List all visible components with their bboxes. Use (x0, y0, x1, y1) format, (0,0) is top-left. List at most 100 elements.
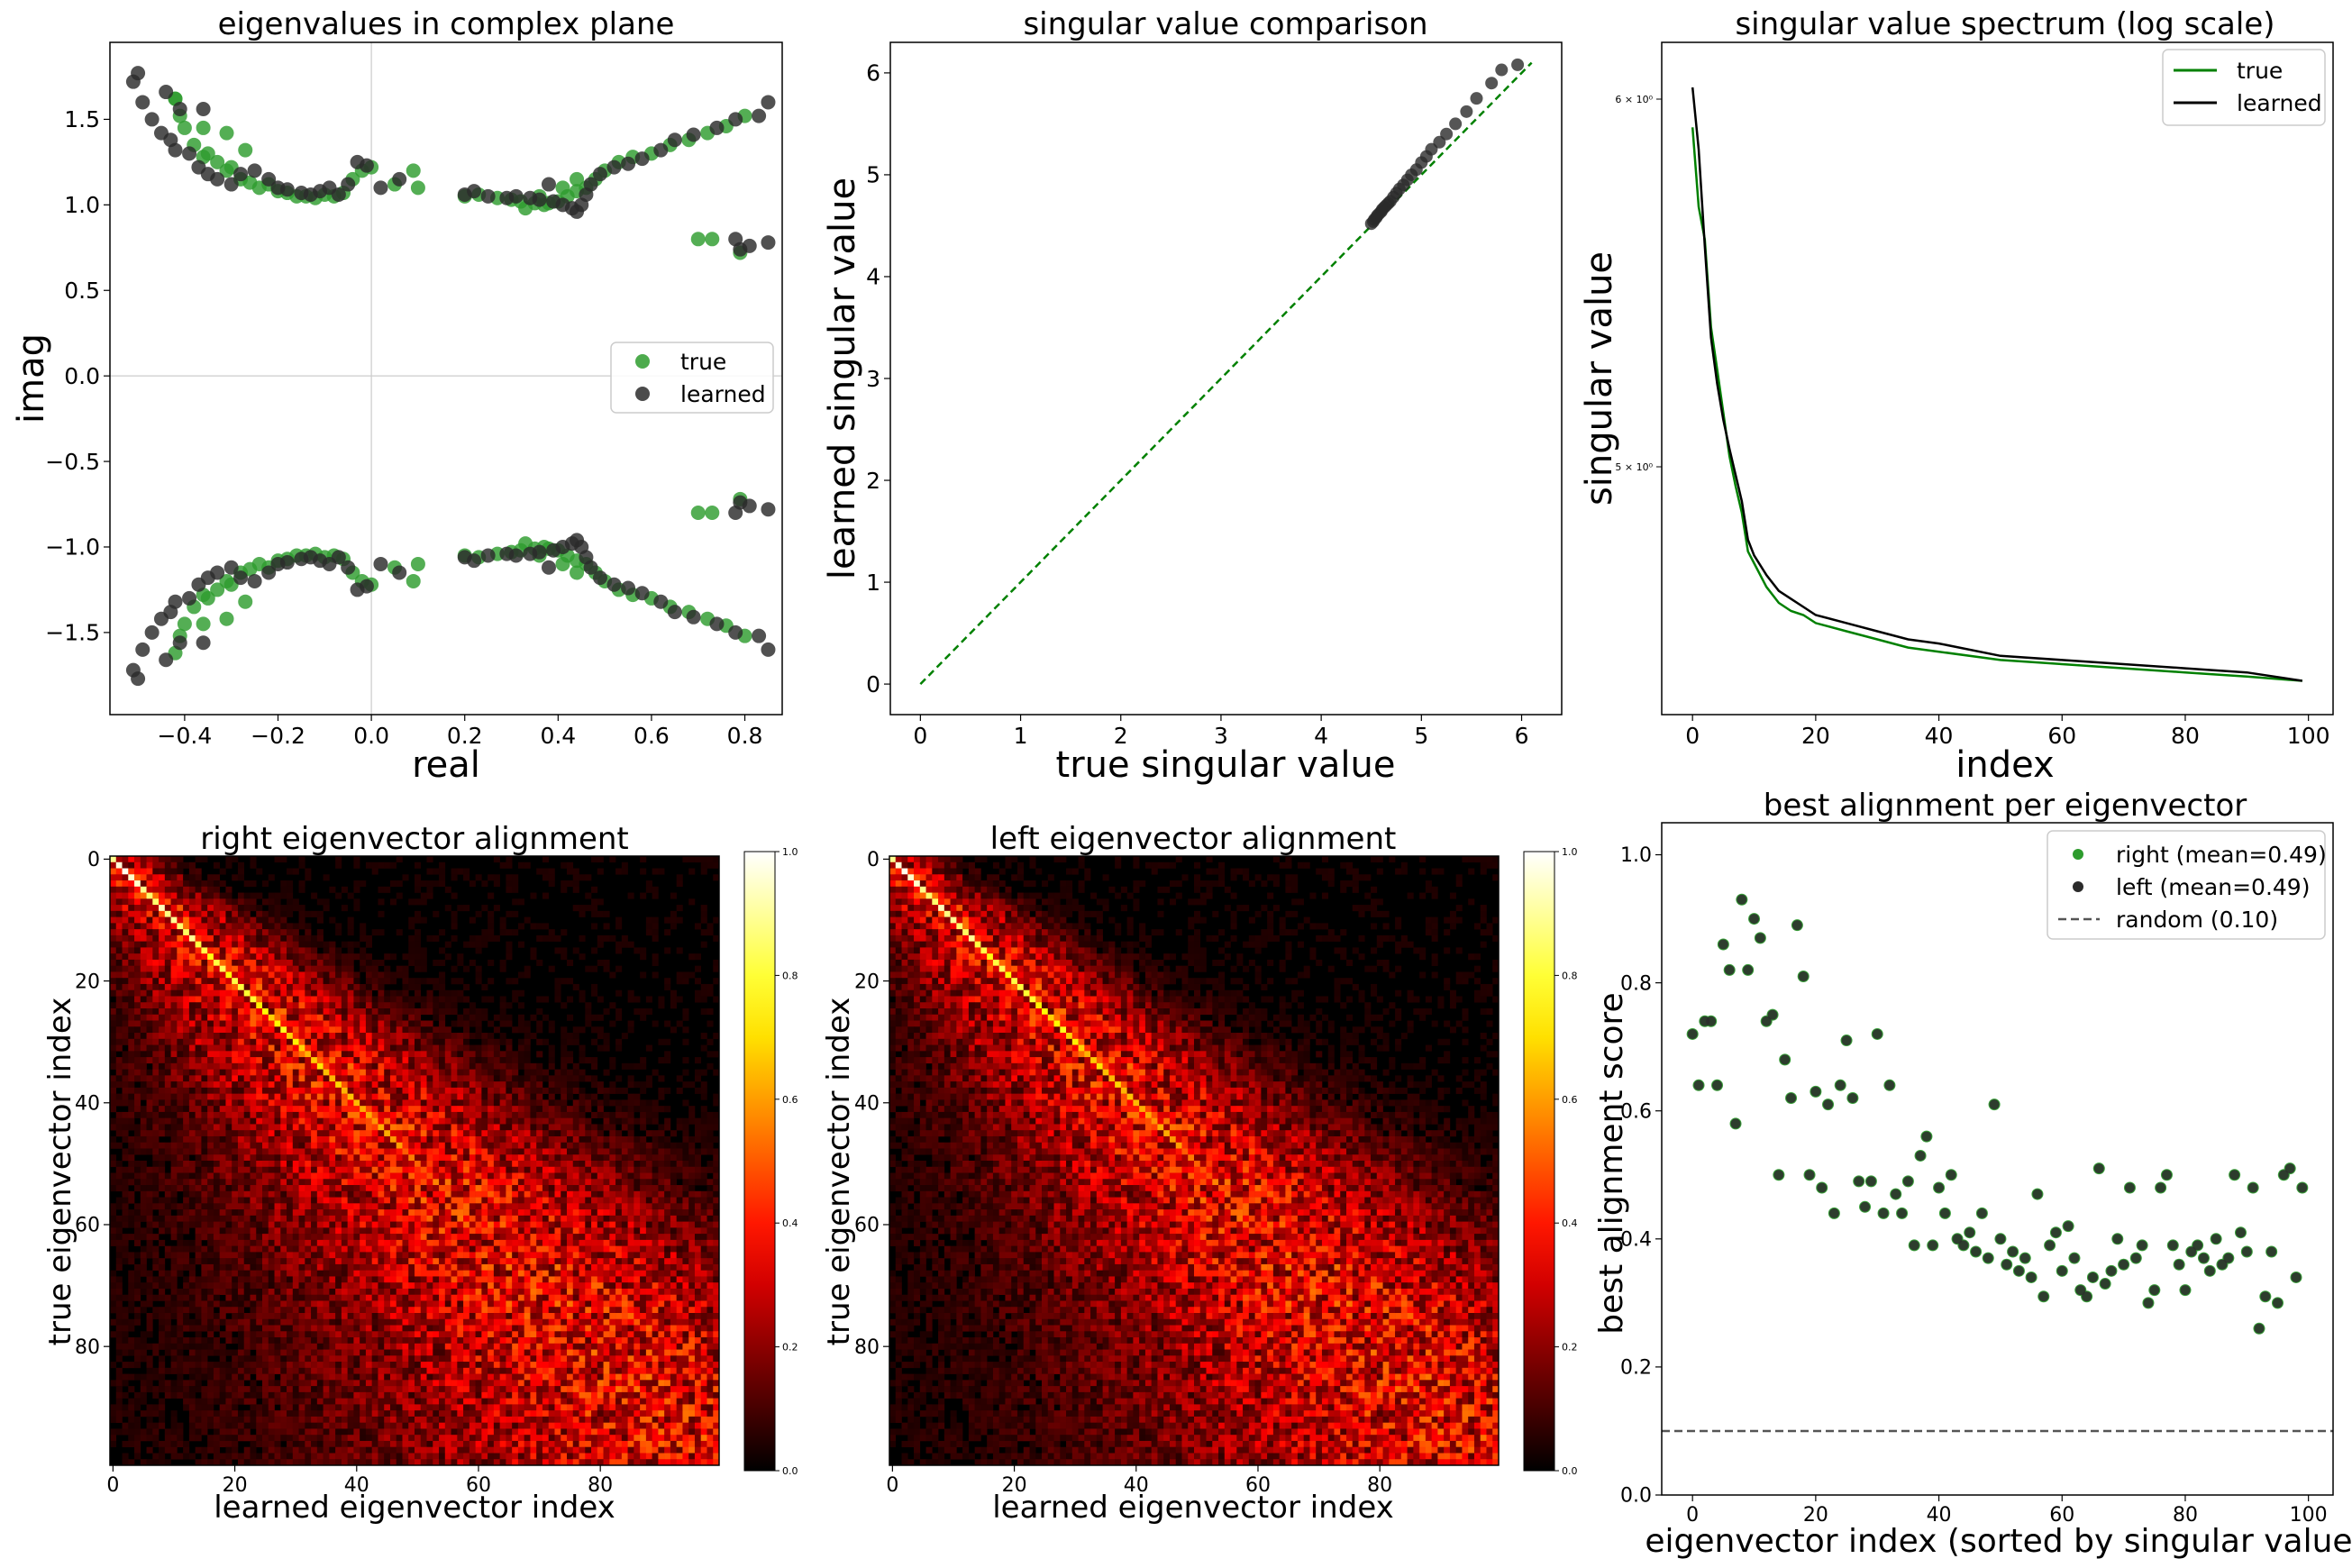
rh-cell (524, 1190, 531, 1198)
rh-cell (225, 1087, 232, 1094)
rh-cell (554, 1081, 561, 1089)
rh-cell (389, 1038, 397, 1045)
rh-cell (195, 1038, 202, 1045)
rh-cell (415, 910, 422, 917)
rh-cell (323, 1124, 330, 1131)
rh-cell (621, 861, 628, 869)
rh-cell (415, 1215, 422, 1222)
rh-cell (268, 874, 275, 881)
rh-cell (384, 1002, 391, 1009)
rh-cell (402, 1099, 409, 1107)
rh-cell (201, 1002, 208, 1009)
rh-cell (183, 1215, 190, 1222)
rh-cell (225, 1227, 232, 1235)
rh-cell (177, 1069, 184, 1076)
rh-cell (572, 1069, 579, 1076)
rh-cell (110, 1124, 117, 1131)
rh-cell (426, 892, 433, 899)
rh-cell (170, 1038, 178, 1045)
eig-point-learned (182, 590, 197, 606)
svc-ylabel: learned singular value (822, 178, 863, 579)
rh-cell (146, 965, 153, 972)
rh-cell (517, 1221, 524, 1228)
rh-cell (115, 1002, 123, 1009)
rh-cell (475, 965, 482, 972)
rh-cell (615, 1130, 623, 1137)
rh-cell (146, 1166, 153, 1173)
rh-cell (506, 1190, 513, 1198)
rh-cell (305, 1111, 312, 1118)
rh-cell (658, 996, 665, 1003)
rh-cell (152, 1002, 160, 1009)
rh-cell (488, 1099, 495, 1107)
rh-cell (170, 1221, 178, 1228)
rh-cell (213, 1161, 220, 1168)
rh-cell (567, 1014, 574, 1021)
rh-cell (335, 1172, 342, 1180)
rh-cell (134, 910, 141, 917)
eig-legend-true-marker (635, 354, 650, 369)
rh-cell (287, 1203, 294, 1210)
rh-cell (329, 971, 336, 979)
rh-cell (365, 953, 372, 961)
rh-cell (439, 1020, 446, 1027)
rh-cell (122, 1026, 129, 1034)
rh-cell (658, 1166, 665, 1173)
rh-cell (481, 1209, 488, 1217)
rh-cell (688, 1185, 696, 1192)
rh-cell (159, 965, 166, 972)
rh-cell (243, 1062, 251, 1070)
rh-cell (415, 861, 422, 869)
rh-cell (353, 1166, 360, 1173)
rh-cell (634, 1166, 641, 1173)
rh-cell (433, 1215, 440, 1222)
rh-cell (164, 1057, 171, 1064)
rh-cell (707, 1161, 714, 1168)
rh-cell (371, 978, 378, 985)
rh-cell (609, 1111, 616, 1118)
rh-cell (225, 1117, 232, 1125)
rh-cell (567, 1111, 574, 1118)
rh-cell (237, 1179, 245, 1186)
rh-cell (347, 916, 354, 924)
rh-cell (122, 965, 129, 972)
rh-cell (146, 1087, 153, 1094)
rh-cell (323, 1130, 330, 1137)
rh-cell (499, 1008, 506, 1016)
rh-cell (201, 1142, 208, 1149)
rh-cell (360, 1172, 367, 1180)
rh-cell (499, 1002, 506, 1009)
rh-cell (195, 1221, 202, 1228)
rh-cell (506, 929, 513, 936)
rh-cell (225, 947, 232, 954)
rh-cell (329, 983, 336, 991)
rh-cell (688, 1203, 696, 1210)
rh-cell (481, 1227, 488, 1235)
rh-cell (658, 1197, 665, 1204)
rh-cell (213, 1014, 220, 1021)
rh-cell (341, 1020, 348, 1027)
rh-cell (408, 1106, 415, 1113)
rh-cell (426, 1166, 433, 1173)
rh-cell (232, 1093, 239, 1100)
rh-cell (488, 1148, 495, 1155)
rh-cell (268, 1227, 275, 1235)
rh-cell (213, 1111, 220, 1118)
rh-cell (664, 1057, 671, 1064)
rh-cell (183, 959, 190, 966)
rh-cell (188, 1106, 196, 1113)
rh-cell (170, 1161, 178, 1168)
rh-cell (493, 1099, 500, 1107)
rh-cell (152, 929, 160, 936)
rh-cell (365, 1093, 372, 1100)
rh-cell (110, 874, 117, 881)
rh-cell (444, 1117, 451, 1125)
rh-cell (572, 1203, 579, 1210)
rh-cell (548, 1227, 555, 1235)
rh-cell (439, 1014, 446, 1021)
rh-cell (694, 1197, 702, 1204)
rh-cell (341, 1081, 348, 1089)
rh-cell (353, 1038, 360, 1045)
rh-cell (134, 941, 141, 948)
rh-cell (658, 1190, 665, 1198)
